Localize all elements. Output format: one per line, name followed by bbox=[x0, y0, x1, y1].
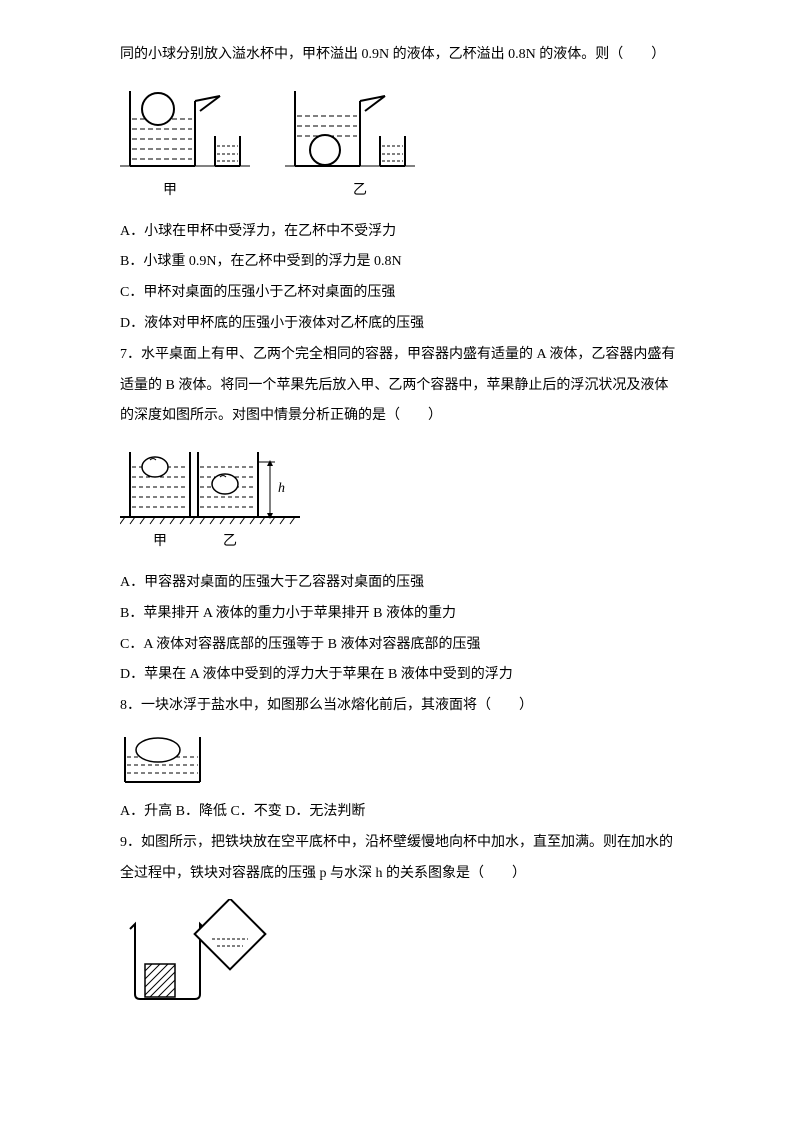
q7-opt-b: B．苹果排开 A 液体的重力小于苹果排开 B 液体的重力 bbox=[120, 599, 690, 630]
q6-figure: 甲 乙 bbox=[120, 81, 690, 207]
q6-opt-d: D．液体对甲杯底的压强小于液体对乙杯底的压强 bbox=[120, 309, 690, 340]
q7-opt-c: C．A 液体对容器底部的压强等于 B 液体对容器底部的压强 bbox=[120, 630, 690, 661]
q6-opt-a: A．小球在甲杯中受浮力，在乙杯中不受浮力 bbox=[120, 217, 690, 248]
q7-stem1: 7．水平桌面上有甲、乙两个完全相同的容器，甲容器内盛有适量的 A 液体，乙容器内… bbox=[120, 340, 690, 371]
q9-stem1: 9．如图所示，把铁块放在空平底杯中，沿杯壁缓慢地向杯中加水，直至加满。则在加水的 bbox=[120, 828, 690, 859]
q7-label-jia: 甲 bbox=[140, 527, 180, 558]
q7-label-yi: 乙 bbox=[210, 527, 250, 558]
q7-stem3: 的深度如图所示。对图中情景分析正确的是（ ） bbox=[120, 401, 690, 432]
q8-opts: A．升高 B．降低 C．不变 D．无法判断 bbox=[120, 797, 690, 828]
q7-stem2: 适量的 B 液体。将同一个苹果先后放入甲、乙两个容器中，苹果静止后的浮沉状况及液… bbox=[120, 371, 690, 402]
q8-stem: 8．一块冰浮于盐水中，如图那么当冰熔化前后，其液面将（ ） bbox=[120, 691, 690, 722]
q6-opt-c: C．甲杯对桌面的压强小于乙杯对桌面的压强 bbox=[120, 278, 690, 309]
q9-stem2: 全过程中，铁块对容器底的压强 p 与水深 h 的关系图象是（ ） bbox=[120, 859, 690, 890]
q7-opt-a: A．甲容器对桌面的压强大于乙容器对桌面的压强 bbox=[120, 568, 690, 599]
q7-opt-d: D．苹果在 A 液体中受到的浮力大于苹果在 B 液体中受到的浮力 bbox=[120, 660, 690, 691]
q8-figure bbox=[120, 732, 690, 787]
q6-label-jia: 甲 bbox=[140, 176, 200, 207]
q6-label-yi: 乙 bbox=[330, 176, 390, 207]
q7-figure: h 甲 乙 bbox=[120, 442, 690, 558]
q6-opt-b: B．小球重 0.9N，在乙杯中受到的浮力是 0.8N bbox=[120, 247, 690, 278]
q9-figure bbox=[120, 899, 690, 1009]
svg-text:h: h bbox=[278, 481, 285, 496]
q6-intro: 同的小球分别放入溢水杯中，甲杯溢出 0.9N 的液体，乙杯溢出 0.8N 的液体… bbox=[120, 40, 690, 71]
